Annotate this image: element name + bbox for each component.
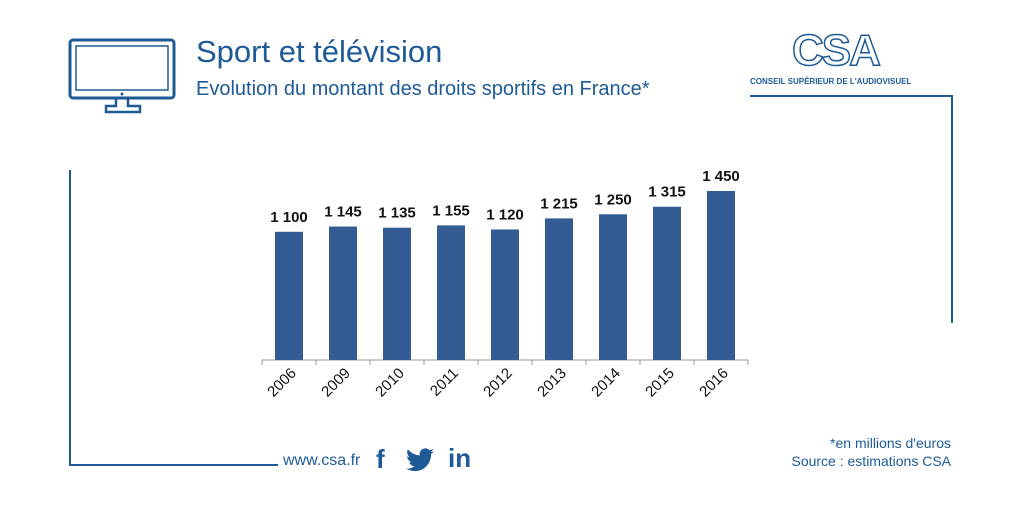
data-label: 1 155 <box>432 202 470 219</box>
bar-2010 <box>383 227 411 360</box>
bar-2013 <box>545 218 573 360</box>
page-subtitle: Evolution du montant des droits sportifs… <box>196 78 650 100</box>
website-link[interactable]: www.csa.fr <box>283 452 361 469</box>
source-note: Source : estimations CSA <box>791 453 951 469</box>
frame-line-top <box>750 95 953 97</box>
csa-logo-subtitle: CONSEIL SUPÉRIEUR DE L'AUDIOVISUEL <box>750 77 912 86</box>
bar-chart: 1 100 2006 1 145 2009 1 135 2010 1 155 2011 1 12… <box>261 168 749 401</box>
twitter-icon[interactable] <box>406 448 434 472</box>
frame-line-right <box>951 95 953 323</box>
bar-2015 <box>653 206 681 360</box>
x-tick-label: 2010 <box>372 365 408 401</box>
csa-logo: CSA <box>791 25 881 76</box>
data-label: 1 450 <box>702 168 740 185</box>
x-tick-label: 2016 <box>696 365 732 401</box>
x-tick-label: 2006 <box>264 365 300 401</box>
bar-2016 <box>707 191 735 360</box>
frame-line-left <box>69 170 71 466</box>
tv-monitor-icon <box>68 38 176 114</box>
data-label: 1 215 <box>540 195 578 212</box>
data-label: 1 120 <box>486 206 524 223</box>
facebook-icon[interactable]: f <box>376 444 385 474</box>
linkedin-icon[interactable]: in <box>448 443 472 473</box>
x-tick-label: 2009 <box>318 365 354 401</box>
x-tick-label: 2013 <box>534 365 570 401</box>
x-tick-label: 2011 <box>427 365 462 400</box>
data-label: 1 135 <box>378 205 416 222</box>
bar-2012 <box>491 229 519 360</box>
bar-2009 <box>329 226 357 360</box>
x-tick-label: 2014 <box>588 365 624 401</box>
data-label: 1 315 <box>648 184 686 201</box>
data-label: 1 250 <box>594 191 632 208</box>
bar-2006 <box>275 231 303 360</box>
data-label: 1 100 <box>270 209 308 226</box>
page-title: Sport et télévision <box>196 34 443 69</box>
frame-line-bottom <box>69 464 278 466</box>
bar-2014 <box>599 214 627 360</box>
x-tick-label: 2015 <box>642 365 678 401</box>
unit-note: *en millions d'euros <box>830 435 951 451</box>
x-tick-label: 2012 <box>480 365 516 401</box>
data-label: 1 145 <box>324 204 362 221</box>
bar-2011 <box>437 225 465 360</box>
